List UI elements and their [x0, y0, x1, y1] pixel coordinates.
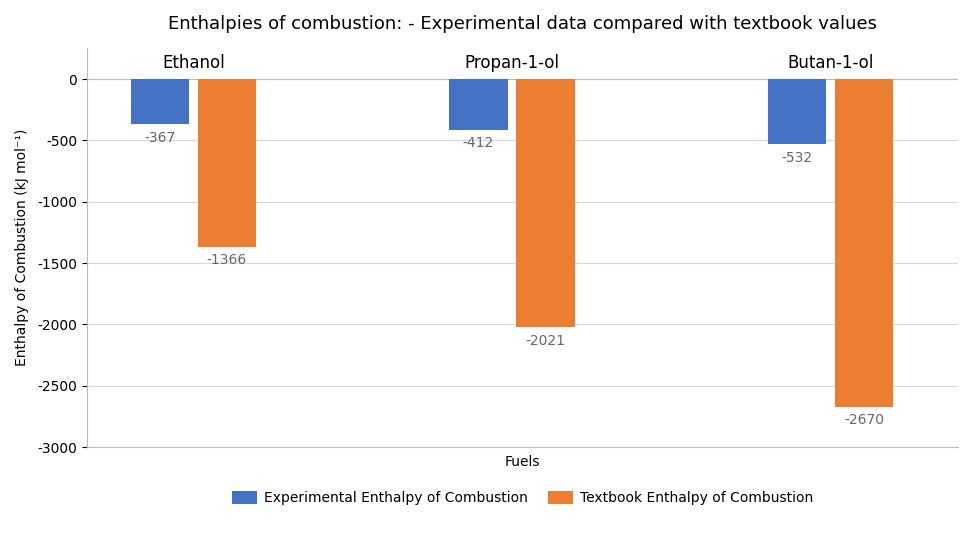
Text: Propan-1-ol: Propan-1-ol: [464, 54, 559, 72]
Bar: [835, 79, 893, 406]
Text: Butan-1-ol: Butan-1-ol: [787, 54, 874, 72]
Y-axis label: Enthalpy of Combustion (kJ mol⁻¹): Enthalpy of Combustion (kJ mol⁻¹): [15, 129, 29, 366]
Bar: [768, 79, 826, 144]
Legend: Experimental Enthalpy of Combustion, Textbook Enthalpy of Combustion: Experimental Enthalpy of Combustion, Tex…: [226, 486, 819, 511]
Text: -412: -412: [463, 136, 494, 150]
Bar: [198, 79, 256, 246]
Text: -367: -367: [144, 131, 175, 145]
Bar: [130, 79, 189, 124]
Text: -2670: -2670: [844, 414, 884, 427]
Title: Enthalpies of combustion: - Experimental data compared with textbook values: Enthalpies of combustion: - Experimental…: [168, 15, 877, 33]
Text: -532: -532: [781, 151, 812, 165]
Bar: [516, 79, 575, 327]
Bar: [450, 79, 508, 130]
X-axis label: Fuels: Fuels: [505, 455, 540, 469]
Text: -2021: -2021: [525, 334, 565, 348]
Text: Ethanol: Ethanol: [162, 54, 225, 72]
Text: -1366: -1366: [206, 254, 247, 267]
